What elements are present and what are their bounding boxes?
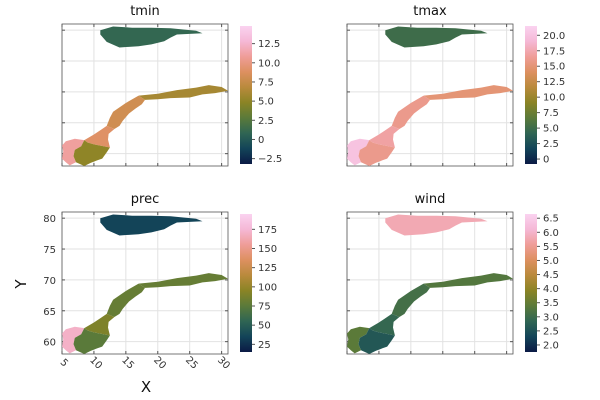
colorbar [240,26,252,164]
panel-title: prec [131,192,159,207]
colorbar-tick-label: 20.0 [543,31,565,42]
heat-region-north [391,283,430,317]
panel-title: tmin [130,4,160,19]
colorbar-tick-label: 4.0 [543,284,559,295]
x-tick-label: 25 [183,355,200,372]
colorbar-tick-label: 2.5 [258,116,274,127]
heat-region-far_north [138,273,228,288]
colorbar [240,214,252,352]
colorbar-tick-label: 125 [258,263,277,274]
colorbar-tick-label: 15.0 [543,62,565,73]
panel-tmax: tmax 0 2.5 5.0 7.5 10.0 12.5 15.0 17.5 20.0 [346,4,565,167]
colorbar-tick-label: 7.5 [543,108,559,119]
panel-tmin: tmin −2.5 0 2.5 5.0 7.5 10.0 12.5 [61,4,282,167]
x-tick-label: 30 [215,355,232,372]
x-tick-label: 20 [151,355,168,372]
colorbar-tick-label: 2.5 [543,326,559,337]
heat-region-south_coast [62,326,85,354]
heat-region-middle [84,125,115,148]
colorbar-tick-label: 7.5 [258,77,274,88]
heat-region-south_inland [73,328,110,354]
heat-region-svalbard [385,26,488,48]
axes-frame [346,23,514,167]
colorbar-tick-label: 3.5 [543,298,559,309]
colorbar-tick-label: 3.0 [543,312,559,323]
colorbar-tick-label: 5.5 [543,242,559,253]
colorbar-tick-label: 5.0 [543,256,559,267]
colorbar-tick-label: 150 [258,244,277,255]
heat-region-far_north [423,273,513,288]
colorbar-tick-label: 12.5 [543,77,565,88]
heat-region-svalbard [385,214,488,236]
y-tick-label: 80 [43,214,56,225]
colorbar-tick-label: 0 [258,135,264,146]
y-axis-label: Y [12,279,30,290]
heat-region-south_coast [347,326,370,354]
heat-region-south_inland [358,328,395,354]
x-tick-label: 5 [58,357,70,369]
heat-region-far_north [138,85,228,100]
y-tick-label: 65 [43,307,56,318]
colorbar-tick-label: 100 [258,282,277,293]
x-tick-label: 15 [119,355,136,372]
heat-region-south_inland [358,140,395,166]
colorbar-tick-label: 2.0 [543,340,559,351]
axes-frame [346,211,514,355]
colorbar-tick-label: 6.5 [543,214,559,225]
heat-region-far_north [423,85,513,100]
heat-region-south_coast [347,138,370,166]
heat-region-middle [369,313,400,336]
panel-title: wind [415,192,446,207]
heat-region-north [391,95,430,129]
y-tick-label: 70 [43,276,56,287]
colorbar-tick-label: 10.0 [543,93,565,104]
colorbar-tick-label: 75 [258,302,271,313]
colorbar-tick-label: 17.5 [543,46,565,57]
axes-frame [61,211,229,355]
y-tick-label: 60 [43,338,56,349]
heat-region-middle [369,125,400,148]
colorbar-tick-label: −2.5 [258,154,282,165]
colorbar-tick-label: 6.0 [543,228,559,239]
heat-region-north [106,283,145,317]
heat-region-svalbard [100,26,203,48]
colorbar-tick-label: 4.5 [543,270,559,281]
colorbar-tick-label: 25 [258,340,271,351]
panel-title: tmax [413,4,447,19]
colorbar-tick-label: 175 [258,225,277,236]
heat-region-north [106,95,145,129]
heat-region-south_inland [73,140,110,166]
colorbar-tick-label: 2.5 [543,139,559,150]
colorbar-tick-label: 12.5 [258,39,280,50]
colorbar [525,214,537,352]
axes-frame [61,23,229,167]
panel-prec: prec 5 10 15 20 25 30 60 65 70 75 80 25 50 75 100 125 150… [43,192,277,372]
panels: tmin −2.5 0 2.5 5.0 7.5 10.0 12.5 tmax 0 2.5 5.0 7.5… [43,4,565,372]
colorbar-tick-label: 5.0 [543,124,559,135]
panel-wind: wind 2.0 2.5 3.0 3.5 4.0 4.5 5.0 5.5 6.0 6.5 [346,192,559,355]
heat-region-middle [84,313,115,336]
x-tick-label: 10 [87,355,104,372]
heat-region-svalbard [100,214,203,236]
colorbar-tick-label: 10.0 [258,58,280,69]
colorbar-tick-label: 5.0 [258,97,274,108]
colorbar-tick-label: 50 [258,321,271,332]
heat-region-south_coast [62,138,85,166]
x-axis-label: X [141,378,151,396]
y-tick-label: 75 [43,245,56,256]
colorbar-tick-label: 0 [543,155,549,166]
colorbar [525,26,537,164]
